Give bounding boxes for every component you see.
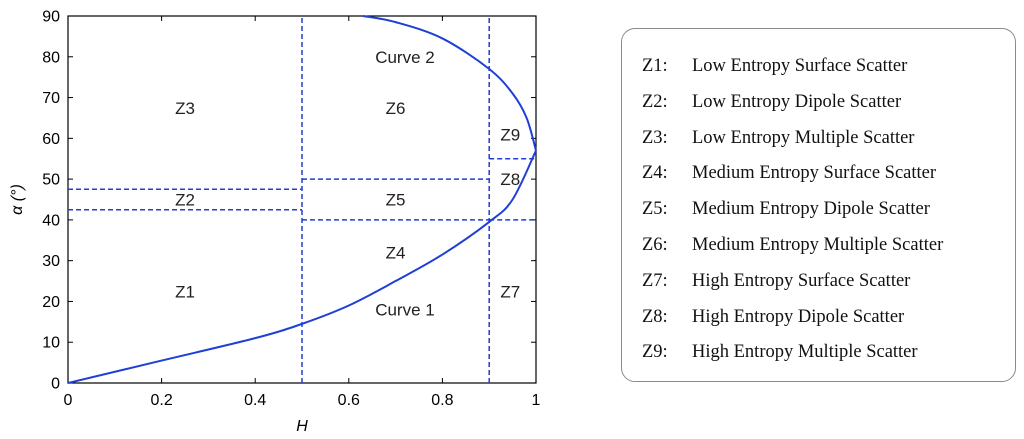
curve-label-2: Curve 2 [375, 48, 435, 67]
y-tick-label: 90 [42, 9, 60, 26]
legend-zone-description: High Entropy Surface Scatter [692, 270, 911, 291]
x-axis-title: H [296, 418, 308, 435]
legend-item: Z3: Low Entropy Multiple Scatter [642, 121, 943, 157]
legend-item: Z6: Medium Entropy Multiple Scatter [642, 228, 943, 264]
legend-zone-code: Z6: [642, 234, 668, 255]
y-tick-label: 0 [51, 376, 60, 393]
x-tick-label: 0.4 [244, 392, 266, 409]
legend-zone-description: High Entropy Dipole Scatter [692, 306, 905, 327]
zone-label-z6: Z6 [386, 99, 406, 118]
legend-item: Z4: Medium Entropy Surface Scatter [642, 156, 943, 192]
y-tick-label: 30 [42, 253, 60, 270]
zone-label-z4: Z4 [386, 244, 406, 263]
zone-label-z3: Z3 [175, 99, 195, 118]
y-tick-label: 60 [42, 131, 60, 148]
legend-zone-code: Z4: [642, 163, 668, 184]
legend-list: Z1: Low Entropy Surface Scatter Z2: Low Ent… [642, 49, 943, 371]
legend-zone-description: High Entropy Multiple Scatter [692, 342, 918, 363]
x-tick-label: 0.2 [150, 392, 172, 409]
legend-zone-code: Z8: [642, 306, 668, 327]
x-tick-label: 0.8 [431, 392, 453, 409]
x-tick-label: 0 [64, 392, 73, 409]
zone-label-z1: Z1 [175, 282, 195, 301]
curve-label-1: Curve 1 [375, 301, 435, 320]
legend-zone-code: Z3: [642, 127, 668, 148]
legend-zone-code: Z5: [642, 199, 668, 220]
legend-zone-description: Low Entropy Multiple Scatter [692, 127, 915, 148]
y-axis-title: α (°) [9, 184, 26, 215]
zone-legend: Z1: Low Entropy Surface Scatter Z2: Low Ent… [621, 28, 1016, 382]
zone-label-z9: Z9 [500, 125, 520, 144]
zone-label-z5: Z5 [386, 191, 406, 210]
legend-item: Z9: High Entropy Multiple Scatter [642, 335, 943, 371]
legend-zone-description: Medium Entropy Surface Scatter [692, 163, 937, 184]
curve-2-line [362, 15, 537, 151]
legend-zone-code: Z9: [642, 342, 668, 363]
plot-frame [67, 15, 537, 384]
legend-item: Z8: High Entropy Dipole Scatter [642, 300, 943, 336]
legend-zone-description: Medium Entropy Dipole Scatter [692, 199, 930, 220]
zone-label-z8: Z8 [500, 170, 520, 189]
curve-1-line [67, 150, 537, 384]
zone-label-z7: Z7 [500, 282, 520, 301]
x-tick-label: 0.6 [338, 392, 360, 409]
y-tick-label: 80 [42, 49, 60, 66]
y-tick-label: 20 [42, 294, 60, 311]
legend-zone-code: Z7: [642, 270, 668, 291]
x-tick-label: 1 [532, 392, 541, 409]
legend-zone-description: Medium Entropy Multiple Scatter [692, 234, 944, 255]
zone-label-z2: Z2 [175, 191, 195, 210]
y-tick-label: 70 [42, 90, 60, 107]
y-tick-label: 50 [42, 172, 60, 189]
legend-zone-code: Z2: [642, 91, 668, 112]
legend-item: Z2: Low Entropy Dipole Scatter [642, 85, 943, 121]
legend-zone-code: Z1: [642, 56, 668, 76]
y-tick-label: 10 [42, 335, 60, 352]
legend-item: Z1: Low Entropy Surface Scatter [642, 49, 943, 85]
legend-item: Z7: High Entropy Surface Scatter [642, 264, 943, 300]
legend-item: Z5: Medium Entropy Dipole Scatter [642, 192, 943, 228]
y-tick-label: 40 [42, 212, 60, 229]
legend-zone-description: Low Entropy Surface Scatter [692, 56, 908, 76]
legend-zone-description: Low Entropy Dipole Scatter [692, 91, 902, 112]
